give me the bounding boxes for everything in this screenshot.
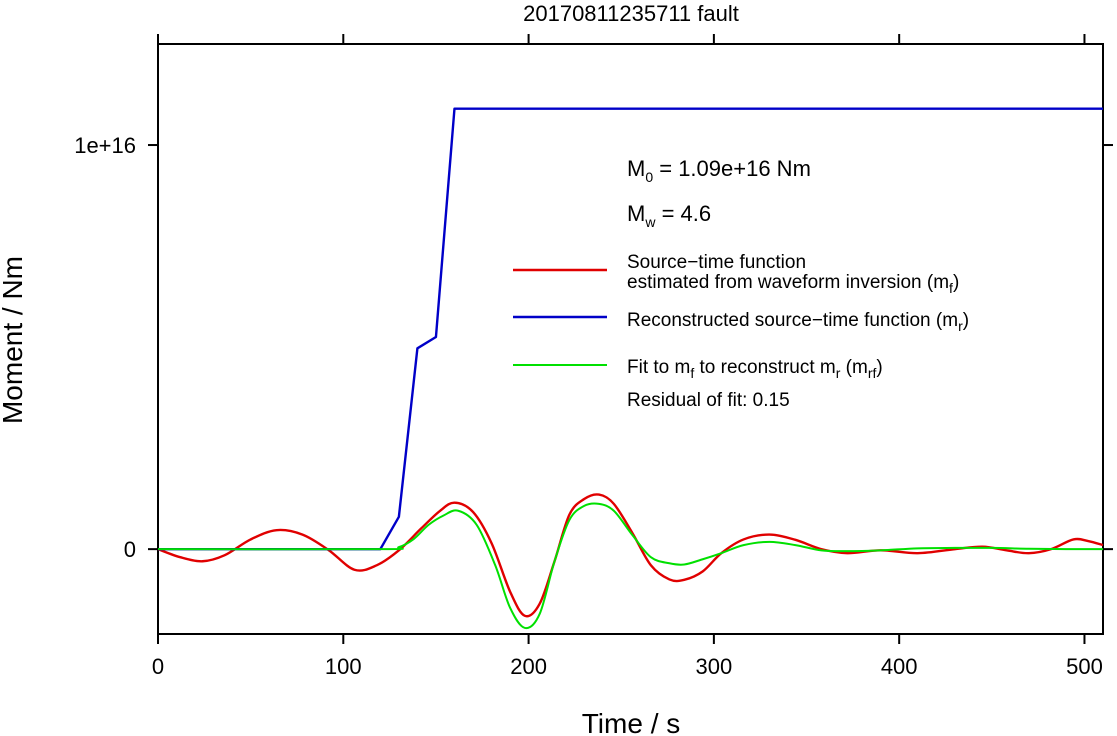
residual-annotation: Residual of fit: 0.15: [627, 390, 790, 411]
y-tick-label: 1e+16: [74, 133, 136, 158]
legend-mrf-part2: to reconstruct m: [694, 357, 836, 378]
x-tick-label: 100: [325, 654, 362, 679]
legend-mrf-sub3: rf: [868, 365, 877, 381]
legend-mrf-part4: ): [876, 357, 882, 378]
series-line-mrf: [157, 502, 1104, 630]
series-line-mf: [157, 493, 1104, 618]
legend-mf-main: estimated from waveform inversion (m: [627, 272, 949, 293]
legend-mf-sub: f: [949, 280, 953, 296]
legend-mr-sub: r: [958, 318, 963, 334]
legend-mf-end: ): [953, 272, 959, 293]
mw-value: = 4.6: [655, 201, 711, 226]
legend: Source−time function estimated from wave…: [513, 252, 969, 411]
x-tick-label: 400: [881, 654, 918, 679]
y-axis-title: Moment / Nm: [0, 256, 28, 424]
plot-frame: [157, 43, 1104, 635]
legend-mr-end: ): [963, 310, 969, 331]
legend-label-mf-line2: estimated from waveform inversion (mf): [627, 272, 959, 296]
legend-label-mf-line1: Source−time function: [627, 252, 806, 273]
y-tick-label: 0: [124, 537, 136, 562]
m0-symbol: M: [627, 156, 645, 181]
x-axis: 0 100 200 300 400 500: [152, 34, 1103, 679]
chart-title: 20170811235711 fault: [523, 1, 739, 26]
series-layer: [157, 107, 1104, 630]
annotations: M0 = 1.09e+16 Nm Mw = 4.6: [627, 156, 811, 230]
x-axis-title: Time / s: [582, 708, 681, 736]
mw-subscript: w: [644, 214, 656, 230]
x-tick-label: 300: [696, 654, 733, 679]
legend-label-mr: Reconstructed source−time function (mr): [627, 310, 969, 334]
x-tick-label: 0: [152, 654, 164, 679]
legend-mrf-sub1: f: [690, 365, 694, 381]
legend-mrf-part3: (m: [840, 357, 867, 378]
x-tick-label: 200: [510, 654, 547, 679]
x-tick-label: 500: [1066, 654, 1103, 679]
mw-symbol: M: [627, 201, 645, 226]
legend-mrf-sub2: r: [836, 365, 841, 381]
m0-subscript: 0: [645, 169, 653, 185]
y-axis: 0 1e+16: [74, 133, 1113, 562]
plot-border: [157, 43, 1104, 635]
m0-value: = 1.09e+16 Nm: [653, 156, 811, 181]
moment-magnitude-annotation: Mw = 4.6: [627, 201, 711, 230]
legend-label-mrf: Fit to mf to reconstruct mr (mrf): [627, 357, 883, 381]
legend-mrf-part1: Fit to m: [627, 357, 690, 378]
seismic-moment-annotation: M0 = 1.09e+16 Nm: [627, 156, 811, 185]
legend-mr-main: Reconstructed source−time function (m: [627, 310, 958, 331]
